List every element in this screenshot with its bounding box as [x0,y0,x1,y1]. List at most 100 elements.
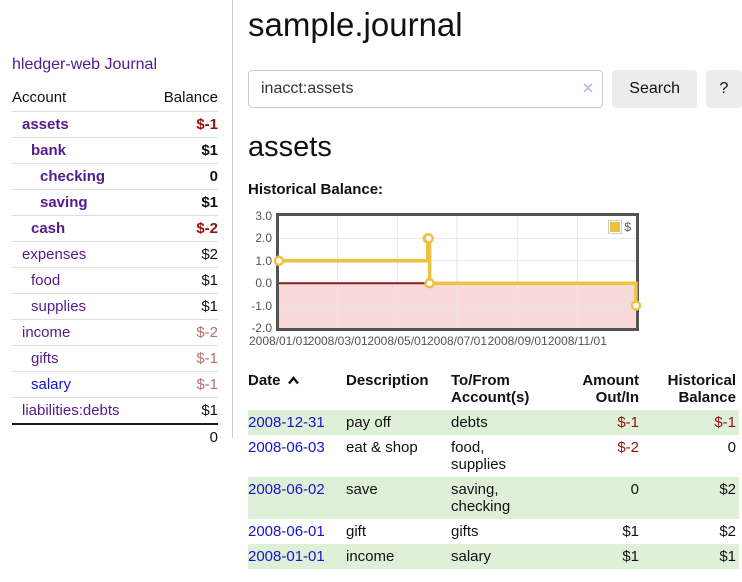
app-title-link[interactable]: hledger-web [12,56,101,73]
transaction-date-link[interactable]: 2008-01-01 [248,548,325,565]
data-point-marker [423,233,434,244]
account-column-header: Account [12,89,67,106]
chart-y-axis-label: 0.0 [255,276,272,291]
transaction-accounts: gifts [451,523,479,540]
account-row: liabilities:debts $1 [12,398,218,425]
clear-search-icon[interactable]: × [582,78,594,98]
help-button[interactable]: ? [706,70,742,108]
account-link[interactable]: bank [31,142,67,159]
accounts-table: Account Balance assets $-1 bank $1 check… [12,86,218,450]
account-balance: $1 [201,194,218,211]
account-link[interactable]: income [22,324,71,341]
transaction-description: gift [346,523,367,540]
transaction-date-link[interactable]: 2008-12-31 [248,414,325,431]
account-balance: $-2 [196,220,218,237]
tofrom-header-line2: Account(s) [451,389,530,406]
register-row: 2008-06-03 eat & shop food, supplies $-2… [248,435,739,477]
account-row: gifts $-1 [12,346,218,372]
transaction-date-link[interactable]: 2008-06-03 [248,439,325,456]
transaction-balance: $2 [719,481,736,498]
search-form: × Search ? [248,70,742,108]
register-header-row: Date Description To/From Account(s) Amou… [248,370,739,410]
account-row: salary $-1 [12,372,218,398]
account-balance: $-2 [196,324,218,341]
chart-y-axis-label: -1.0 [251,298,272,313]
search-input[interactable] [248,70,604,108]
nav-journal-link[interactable]: Journal [104,56,157,73]
transaction-date-link[interactable]: 2008-06-01 [248,523,325,540]
register-row: 2008-06-01 gift gifts $1 $2 [248,519,739,544]
account-link[interactable]: salary [31,376,72,393]
search-button[interactable]: Search [612,70,697,108]
account-row: income $-2 [12,320,218,346]
account-balance: $1 [201,402,218,419]
transaction-amount: $1 [622,523,639,540]
amount-header-line2: Out/In [595,389,639,406]
sidebar: hledger-web Journal Account Balance asse… [0,0,233,446]
chart-legend: $ [608,220,631,234]
transaction-description: save [346,481,378,498]
data-point-marker [273,255,285,267]
account-balance: $-1 [196,350,218,367]
account-balance: $-1 [196,116,218,133]
transaction-amount: $-2 [617,439,639,456]
data-point-marker [630,300,642,311]
register-row: 2008-06-02 save saving, checking 0 $2 [248,477,739,519]
account-row: saving $1 [12,190,218,216]
chart-x-axis-label: 2008/09/01 [487,334,548,348]
account-link[interactable]: expenses [22,246,87,263]
transaction-amount: 0 [630,481,639,498]
account-link[interactable]: saving [40,194,88,211]
amount-header-line1: Amount [582,372,639,389]
chart-x-axis-label: 2008/05/01 [367,334,428,348]
account-balance: $-1 [196,376,218,393]
transaction-date-link[interactable]: 2008-06-02 [248,481,325,498]
historical-balance-column-header: Historical Balance [642,370,739,410]
legend-swatch-icon [608,220,623,234]
description-column-header: Description [346,372,429,389]
account-link[interactable]: assets [22,116,69,133]
legend-label: $ [624,220,631,234]
amount-column-header: Amount Out/In [547,370,642,410]
transaction-balance: $2 [719,523,736,540]
main-panel: sample.journal × Search ? assets Histori… [248,0,742,569]
account-link[interactable]: cash [31,220,66,237]
account-link[interactable]: supplies [31,298,87,315]
accounts-column-header2: To/From Account(s) [451,370,547,410]
account-row: expenses $2 [12,242,218,268]
data-point-marker [424,277,435,289]
chart-x-axis-label: 2008/01/01 [248,334,310,348]
page-title: sample.journal [248,6,463,43]
balance-column-header: Balance [163,89,218,106]
account-link[interactable]: liabilities:debts [22,402,120,419]
transaction-description: pay off [346,414,391,431]
chart-x-axis-label: 2008/07/01 [426,334,488,348]
account-row: checking 0 [12,164,218,190]
chart-x-axis-label: 2008/11/01 [547,334,607,348]
transaction-description: income [346,548,395,565]
accounts-total-row: 0 [12,424,218,450]
tofrom-header-line1: To/From [451,372,510,389]
account-row: bank $1 [12,138,218,164]
chart-canvas [273,216,642,328]
register-row: 2008-01-01 income salary $1 $1 [248,544,739,569]
account-balance: 0 [209,168,218,185]
transaction-description: eat & shop [346,439,418,456]
account-row: supplies $1 [12,294,218,320]
account-balance: $2 [201,246,218,263]
transaction-accounts: debts [451,414,488,431]
account-balance: $1 [201,272,218,289]
account-link[interactable]: food [31,272,61,289]
date-column-header[interactable]: Date [248,370,346,410]
sort-ascending-icon [287,376,299,385]
transaction-accounts: food, supplies [451,439,507,473]
chart-label: Historical Balance: [248,181,384,198]
account-link[interactable]: gifts [31,350,59,367]
account-title: assets [248,131,332,163]
chart-y-axis-label: 1.0 [255,253,272,268]
account-link[interactable]: checking [40,168,106,185]
transaction-amount: $-1 [617,414,639,431]
balance-header-line2: Balance [678,389,736,406]
transaction-balance: $-1 [714,414,736,431]
balance-header-line1: Historical [667,372,736,389]
